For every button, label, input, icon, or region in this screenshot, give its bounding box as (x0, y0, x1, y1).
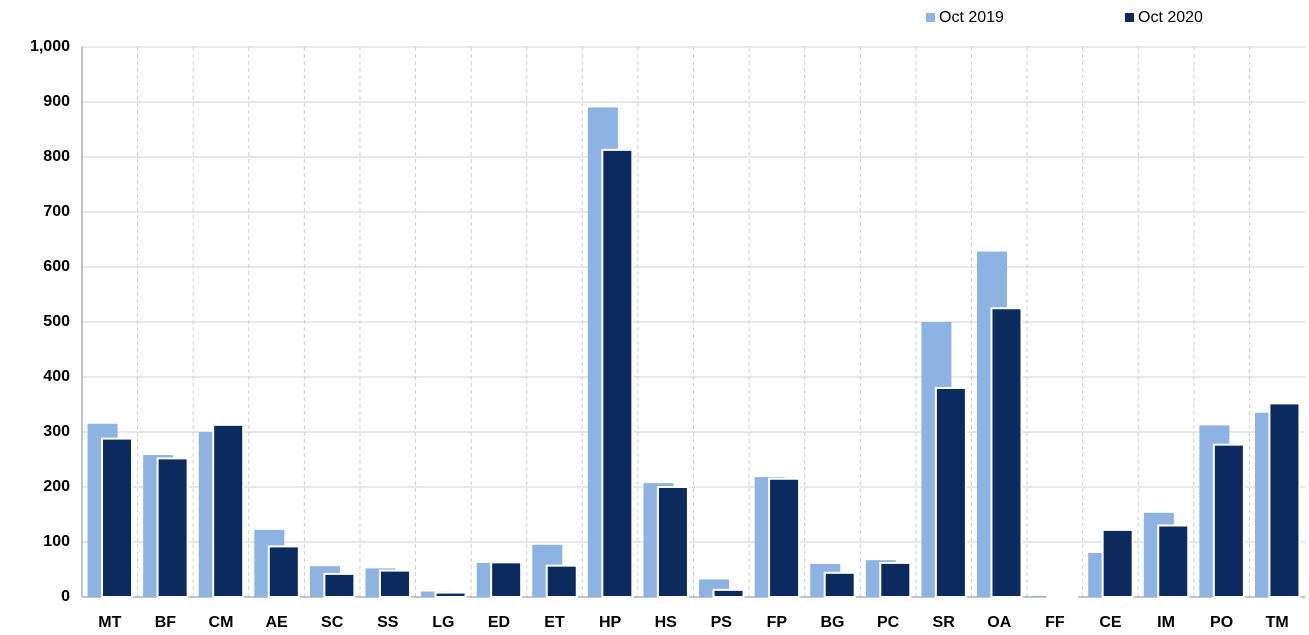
legend-label: Oct 2020 (1138, 9, 1203, 26)
bar (656, 486, 689, 598)
x-tick-label: AE (265, 614, 288, 631)
y-tick-label: 500 (43, 313, 70, 330)
x-tick-label: HP (599, 614, 622, 631)
bar (1101, 528, 1134, 599)
x-tick-label: FP (767, 614, 788, 631)
bar (601, 148, 634, 598)
legend-swatch (926, 13, 935, 22)
x-tick-label: CE (1099, 614, 1122, 631)
x-tick-label: MT (98, 614, 121, 631)
x-tick-label: ET (544, 614, 565, 631)
x-tick-label: PS (711, 614, 733, 631)
bar (712, 588, 745, 598)
x-tick-label: CM (209, 614, 234, 631)
bar (101, 437, 134, 598)
y-tick-label: 700 (43, 203, 70, 220)
bar (934, 387, 967, 598)
y-tick-label: 800 (43, 148, 70, 165)
bar (545, 564, 578, 599)
bar (879, 561, 912, 599)
y-tick-label: 100 (43, 533, 70, 550)
y-tick-label: 300 (43, 423, 70, 440)
y-tick-label: 400 (43, 368, 70, 385)
bar (434, 591, 467, 598)
y-tick-label: 0 (61, 588, 70, 605)
bar (1268, 402, 1301, 598)
x-tick-label: PO (1210, 614, 1233, 631)
x-tick-label: SR (933, 614, 956, 631)
x-tick-label: PC (877, 614, 900, 631)
bar (1046, 595, 1079, 599)
bar (267, 545, 300, 599)
x-tick-label: OA (987, 614, 1011, 631)
bar (1212, 443, 1245, 598)
x-tick-label: BG (820, 614, 844, 631)
x-tick-label: SS (377, 614, 399, 631)
x-tick-label: SC (321, 614, 344, 631)
y-tick-label: 600 (43, 258, 70, 275)
x-tick-label: FF (1045, 614, 1065, 631)
legend-swatch (1125, 13, 1134, 22)
bar (490, 561, 523, 598)
y-tick-label: 1,000 (30, 38, 70, 55)
y-tick-label: 200 (43, 478, 70, 495)
x-tick-label: BF (155, 614, 177, 631)
y-tick-label: 900 (43, 93, 70, 110)
bar (378, 569, 411, 598)
bar (990, 307, 1023, 598)
x-tick-label: TM (1266, 614, 1289, 631)
bar (212, 423, 245, 598)
x-tick-label: ED (488, 614, 510, 631)
x-tick-label: HS (655, 614, 678, 631)
bar (1157, 524, 1190, 598)
bar (768, 477, 801, 598)
x-tick-label: IM (1157, 614, 1175, 631)
bar (156, 457, 189, 598)
bar (823, 571, 856, 598)
legend-label: Oct 2019 (939, 9, 1004, 26)
bar (323, 572, 356, 599)
x-tick-label: LG (432, 614, 454, 631)
